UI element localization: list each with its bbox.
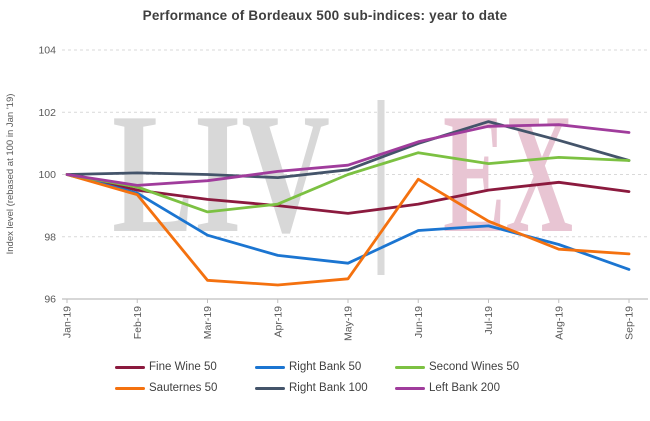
series-line-right-bank-100 xyxy=(65,120,631,180)
x-tick-label-may-19: May-19 xyxy=(343,306,355,341)
legend-label-right-bank-100: Right Bank 100 xyxy=(289,382,368,394)
legend-label-second-wines-50: Second Wines 50 xyxy=(429,361,520,373)
legend-swatch-right-bank-100 xyxy=(255,386,285,390)
x-tick-label-jan-19: Jan-19 xyxy=(62,306,74,338)
series-line-fine-wine-50 xyxy=(65,173,631,215)
series-line-left-bank-200 xyxy=(65,123,631,187)
legend-label-right-bank-50: Right Bank 50 xyxy=(289,361,362,373)
x-tick-label-apr-19: Apr-19 xyxy=(272,306,284,338)
y-axis-title: Index level (rebased at 100 in Jan '19) xyxy=(5,94,16,255)
legend-item-left-bank-200: Left Bank 200 xyxy=(395,382,535,394)
legend-item-sauternes-50: Sauternes 50 xyxy=(115,382,255,394)
series-line-second-wines-50 xyxy=(65,151,631,214)
x-tick-label-aug-19: Aug-19 xyxy=(553,306,565,340)
y-tick-label-102: 102 xyxy=(38,107,56,119)
axis-layer: 96 98 100 102 104 Jan-19 Feb-19 Mar-19 Apr-19 May… xyxy=(38,45,648,341)
y-tick-label-96: 96 xyxy=(44,294,56,306)
legend-swatch-right-bank-50 xyxy=(255,365,285,369)
y-tick-label-98: 98 xyxy=(44,231,56,243)
y-tick-label-100: 100 xyxy=(38,169,56,181)
legend-swatch-left-bank-200 xyxy=(395,386,425,390)
x-tick-label-jul-19: Jul-19 xyxy=(483,306,495,335)
legend-label-sauternes-50: Sauternes 50 xyxy=(149,382,218,394)
legend-label-fine-wine-50: Fine Wine 50 xyxy=(149,361,217,373)
legend-swatch-sauternes-50 xyxy=(115,386,145,390)
watermark-divider-bar xyxy=(377,100,385,275)
legend-item-right-bank-50: Right Bank 50 xyxy=(255,361,395,373)
x-tick-label-jun-19: Jun-19 xyxy=(413,306,425,338)
watermark-layer: LIV EX xyxy=(112,79,573,275)
legend-item-fine-wine-50: Fine Wine 50 xyxy=(115,361,255,373)
legend-item-second-wines-50: Second Wines 50 xyxy=(395,361,535,373)
y-tick-label-104: 104 xyxy=(38,45,56,57)
legend-swatch-second-wines-50 xyxy=(395,365,425,369)
watermark-ex-text: EX xyxy=(443,79,573,269)
chart-legend: Fine Wine 50 Right Bank 50 Second Wines 50… xyxy=(0,361,650,394)
chart-title: Performance of Bordeaux 500 sub-indices:… xyxy=(142,8,508,23)
series-line-right-bank-50 xyxy=(65,173,631,271)
x-tick-label-mar-19: Mar-19 xyxy=(202,306,214,339)
x-tick-label-sep-19: Sep-19 xyxy=(624,306,636,340)
series-lines-layer xyxy=(65,120,631,287)
series-line-sauternes-50 xyxy=(65,173,631,287)
legend-swatch-fine-wine-50 xyxy=(115,365,145,369)
x-tick-label-feb-19: Feb-19 xyxy=(132,306,144,339)
legend-item-right-bank-100: Right Bank 100 xyxy=(255,382,395,394)
legend-label-left-bank-200: Left Bank 200 xyxy=(429,382,500,394)
